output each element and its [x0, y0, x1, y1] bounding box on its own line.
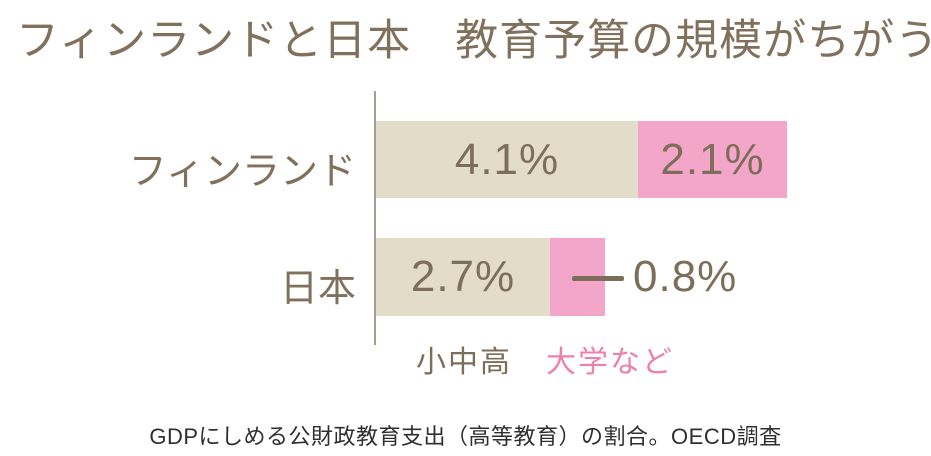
bar-japan-schools: 2.7% [376, 238, 550, 316]
legend-label-university: 大学など [546, 346, 674, 379]
axis-baseline [374, 91, 376, 345]
category-label-finland: フィンランド [128, 151, 356, 193]
value-label-finland-university: 2.1% [660, 134, 765, 184]
value-label-finland-schools: 4.1% [454, 134, 560, 184]
chart-title: フィンランドと日本 教育予算の規模がちがう [16, 17, 931, 65]
value-label-japan-university: 0.8% [633, 252, 738, 301]
legend-label-schools: 小中高 [416, 346, 512, 379]
category-label-japan: 日本 [279, 268, 356, 310]
bar-finland-university: 2.1% [638, 121, 787, 198]
source-note: GDPにしめる公財政教育支出（高等教育）の割合。OECD調査 [149, 424, 782, 449]
bar-finland-schools: 4.1% [376, 121, 638, 198]
leader-line-japan-university [572, 276, 624, 281]
value-label-japan-schools: 2.7% [410, 252, 516, 301]
